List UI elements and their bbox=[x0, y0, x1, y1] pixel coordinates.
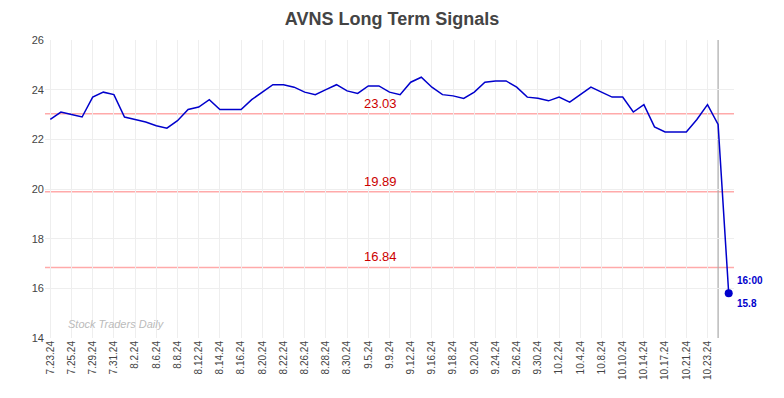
svg-text:22: 22 bbox=[32, 133, 44, 145]
svg-text:16:00: 16:00 bbox=[737, 275, 763, 286]
svg-text:9.9.24: 9.9.24 bbox=[384, 341, 395, 369]
svg-text:16.84: 16.84 bbox=[364, 249, 397, 264]
svg-text:15.8: 15.8 bbox=[737, 298, 757, 309]
svg-text:16: 16 bbox=[32, 282, 44, 294]
svg-text:8.22.24: 8.22.24 bbox=[278, 341, 289, 375]
svg-text:7.29.24: 7.29.24 bbox=[87, 341, 98, 375]
svg-text:8.28.24: 8.28.24 bbox=[320, 341, 331, 375]
svg-text:8.6.24: 8.6.24 bbox=[151, 341, 162, 369]
svg-text:26: 26 bbox=[32, 34, 44, 46]
svg-text:7.25.24: 7.25.24 bbox=[66, 341, 77, 375]
svg-text:10.10.24: 10.10.24 bbox=[617, 341, 628, 380]
svg-text:8.2.24: 8.2.24 bbox=[129, 341, 140, 369]
svg-text:9.30.24: 9.30.24 bbox=[532, 341, 543, 375]
svg-text:9.24.24: 9.24.24 bbox=[490, 341, 501, 375]
svg-text:9.12.24: 9.12.24 bbox=[405, 341, 416, 375]
svg-text:9.16.24: 9.16.24 bbox=[426, 341, 437, 375]
svg-text:9.20.24: 9.20.24 bbox=[469, 341, 480, 375]
svg-text:7.31.24: 7.31.24 bbox=[108, 341, 119, 375]
svg-text:9.26.24: 9.26.24 bbox=[511, 341, 522, 375]
svg-text:19.89: 19.89 bbox=[364, 174, 397, 189]
svg-text:14: 14 bbox=[32, 332, 44, 344]
svg-text:10.17.24: 10.17.24 bbox=[659, 341, 670, 380]
svg-text:10.23.24: 10.23.24 bbox=[702, 341, 713, 380]
svg-text:8.16.24: 8.16.24 bbox=[235, 341, 246, 375]
svg-text:10.2.24: 10.2.24 bbox=[553, 341, 564, 375]
svg-text:23.03: 23.03 bbox=[364, 96, 397, 111]
svg-text:24: 24 bbox=[32, 84, 44, 96]
svg-text:8.14.24: 8.14.24 bbox=[214, 341, 225, 375]
svg-text:10.8.24: 10.8.24 bbox=[596, 341, 607, 375]
svg-text:AVNS Long Term Signals: AVNS Long Term Signals bbox=[285, 9, 499, 29]
svg-text:8.30.24: 8.30.24 bbox=[341, 341, 352, 375]
svg-text:10.4.24: 10.4.24 bbox=[575, 341, 586, 375]
svg-text:8.8.24: 8.8.24 bbox=[172, 341, 183, 369]
svg-text:10.21.24: 10.21.24 bbox=[681, 341, 692, 380]
svg-text:20: 20 bbox=[32, 183, 44, 195]
svg-text:10.14.24: 10.14.24 bbox=[638, 341, 649, 380]
svg-text:8.26.24: 8.26.24 bbox=[299, 341, 310, 375]
svg-text:8.20.24: 8.20.24 bbox=[257, 341, 268, 375]
svg-text:7.23.24: 7.23.24 bbox=[45, 341, 56, 375]
svg-text:9.5.24: 9.5.24 bbox=[363, 341, 374, 369]
svg-text:8.12.24: 8.12.24 bbox=[193, 341, 204, 375]
svg-text:9.18.24: 9.18.24 bbox=[447, 341, 458, 375]
svg-text:Stock Traders Daily: Stock Traders Daily bbox=[68, 318, 165, 330]
svg-text:18: 18 bbox=[32, 233, 44, 245]
